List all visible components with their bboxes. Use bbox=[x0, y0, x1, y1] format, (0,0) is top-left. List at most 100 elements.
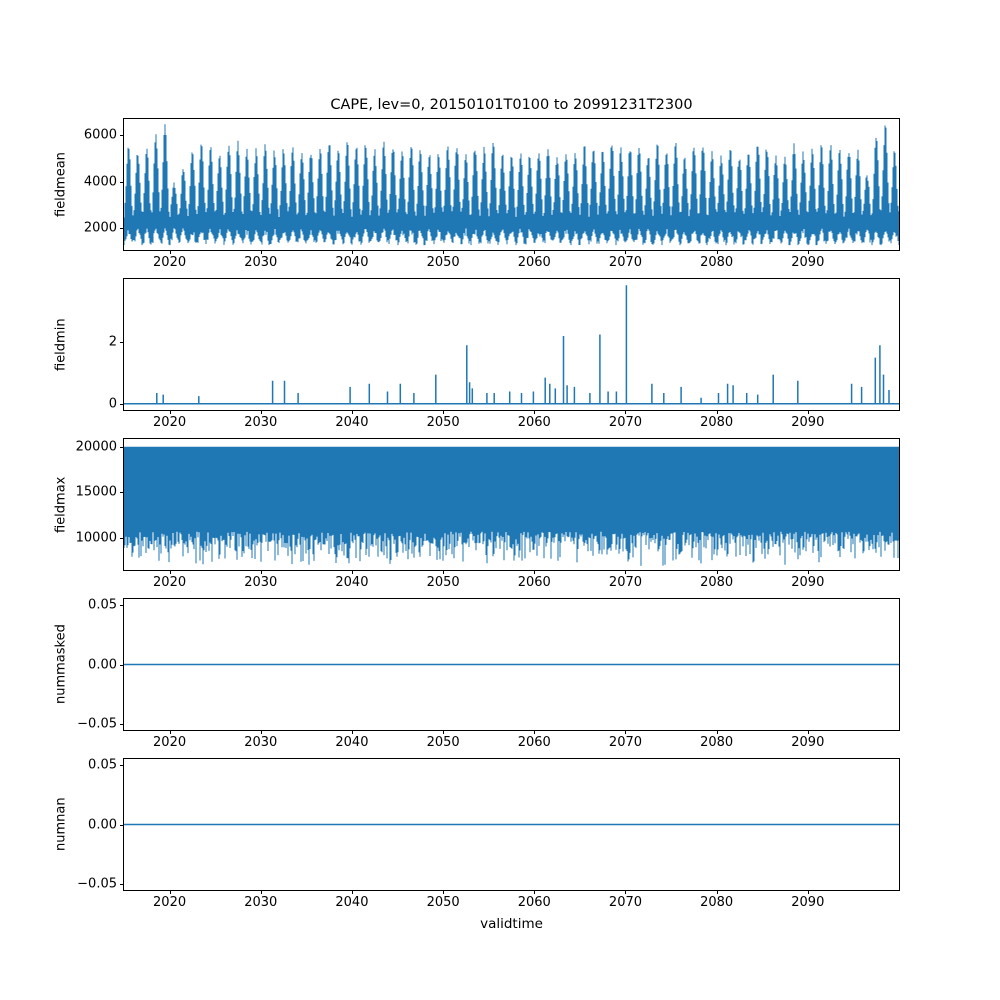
x-tick-label: 2030 bbox=[244, 735, 278, 750]
fieldmin-series-line bbox=[124, 285, 899, 405]
subplot-nummasked: nummasked 2020 2030 2040 2050 2060 2070 2080 20… bbox=[54, 598, 900, 750]
x-tick-label: 2090 bbox=[791, 255, 825, 270]
x-tick-mark bbox=[534, 250, 536, 254]
y-tick-mark bbox=[120, 664, 124, 666]
y-tick-label: −0.05 bbox=[77, 876, 117, 891]
x-tick-mark bbox=[534, 730, 536, 734]
y-axis-label-numnan: numnan bbox=[53, 797, 69, 852]
x-tick-mark bbox=[169, 570, 171, 574]
fieldmax-series-plot bbox=[124, 446, 899, 566]
y-tick-label: 0.00 bbox=[88, 657, 117, 672]
x-tick-label: 2030 bbox=[244, 255, 278, 270]
subplot-fieldmean: fieldmean 2020 2030 2040 2050 2060 2070 2080 20… bbox=[54, 118, 900, 270]
x-tick-label: 2020 bbox=[153, 735, 187, 750]
x-tick-label: 2090 bbox=[791, 895, 825, 910]
y-tick-mark bbox=[120, 538, 124, 540]
x-tick-label: 2040 bbox=[335, 575, 369, 590]
y-tick-label: 15000 bbox=[75, 484, 117, 500]
x-tick-label: 2040 bbox=[335, 255, 369, 270]
x-tick-mark bbox=[534, 410, 536, 414]
x-tick-label: 2020 bbox=[153, 575, 187, 590]
x-tick-label: 2030 bbox=[244, 575, 278, 590]
x-tick-mark bbox=[260, 250, 262, 254]
y-tick-label: 0 bbox=[108, 396, 117, 412]
x-tick-mark bbox=[443, 570, 445, 574]
y-tick-mark bbox=[120, 824, 124, 826]
x-tick-label: 2030 bbox=[244, 895, 278, 910]
x-tick-mark bbox=[625, 890, 627, 894]
y-tick-label: 2000 bbox=[83, 220, 117, 236]
x-tick-mark bbox=[169, 410, 171, 414]
y-tick-mark bbox=[120, 446, 124, 448]
x-axis-label: validtime bbox=[480, 916, 543, 932]
x-tick-mark bbox=[351, 570, 353, 574]
x-tick-mark bbox=[351, 250, 353, 254]
x-tick-label: 2090 bbox=[791, 575, 825, 590]
y-tick-label: 20000 bbox=[75, 439, 117, 455]
x-tick-label: 2090 bbox=[791, 415, 825, 430]
x-tick-mark bbox=[169, 730, 171, 734]
x-tick-label: 2080 bbox=[700, 575, 734, 590]
x-tick-label: 2050 bbox=[426, 415, 460, 430]
x-tick-label: 2020 bbox=[153, 415, 187, 430]
y-tick-mark bbox=[120, 135, 124, 137]
x-tick-mark bbox=[351, 730, 353, 734]
fieldmin-series-plot bbox=[124, 285, 899, 405]
fieldmean-series-plot bbox=[124, 124, 899, 246]
y-tick-mark bbox=[120, 492, 124, 494]
x-tick-mark bbox=[716, 250, 718, 254]
x-tick-label: 2060 bbox=[517, 735, 551, 750]
x-tick-mark bbox=[716, 890, 718, 894]
y-tick-mark bbox=[120, 765, 124, 767]
y-tick-mark bbox=[120, 605, 124, 607]
nummasked-series-plot bbox=[124, 663, 899, 666]
x-tick-mark bbox=[443, 890, 445, 894]
y-tick-label: 2 bbox=[108, 334, 117, 350]
y-tick-label: 4000 bbox=[83, 174, 117, 190]
x-tick-label: 2050 bbox=[426, 575, 460, 590]
y-axis-label-fieldmax: fieldmax bbox=[53, 476, 69, 533]
x-tick-label: 2070 bbox=[608, 415, 643, 430]
y-tick-mark bbox=[120, 181, 124, 183]
fieldmean-series-line bbox=[124, 124, 899, 246]
x-tick-mark bbox=[443, 250, 445, 254]
x-tick-mark bbox=[169, 250, 171, 254]
x-tick-label: 2020 bbox=[153, 895, 187, 910]
x-tick-label: 2060 bbox=[517, 255, 551, 270]
x-tick-label: 2080 bbox=[700, 895, 734, 910]
x-tick-label: 2080 bbox=[700, 735, 734, 750]
subplot-numnan: numnan 2020 2030 2040 2050 2060 2070 2080 2090 −… bbox=[54, 758, 900, 910]
y-tick-label: 0.05 bbox=[88, 597, 117, 613]
x-tick-label: 2060 bbox=[517, 575, 551, 590]
x-tick-label: 2040 bbox=[335, 895, 369, 910]
x-tick-mark bbox=[807, 250, 809, 254]
numnan-series-plot bbox=[124, 823, 899, 826]
x-tick-mark bbox=[443, 410, 445, 414]
y-tick-label: 10000 bbox=[75, 530, 117, 546]
x-tick-mark bbox=[807, 410, 809, 414]
x-tick-mark bbox=[716, 730, 718, 734]
x-tick-mark bbox=[260, 890, 262, 894]
subplot-fieldmin: fieldmin 2020 2030 2040 2050 2060 2070 2080 209… bbox=[54, 278, 900, 430]
x-tick-label: 2080 bbox=[700, 415, 734, 430]
x-tick-mark bbox=[625, 730, 627, 734]
x-tick-mark bbox=[260, 570, 262, 574]
x-tick-label: 2050 bbox=[426, 735, 460, 750]
x-tick-mark bbox=[807, 730, 809, 734]
x-tick-label: 2050 bbox=[426, 895, 460, 910]
x-tick-mark bbox=[807, 890, 809, 894]
x-tick-label: 2040 bbox=[335, 735, 369, 750]
y-axis-label-fieldmin: fieldmin bbox=[53, 318, 69, 371]
y-axis-label-nummasked: nummasked bbox=[53, 624, 69, 705]
x-tick-label: 2060 bbox=[517, 415, 551, 430]
x-tick-label: 2040 bbox=[335, 415, 369, 430]
x-tick-label: 2090 bbox=[791, 735, 825, 750]
x-tick-mark bbox=[716, 410, 718, 414]
x-tick-mark bbox=[169, 890, 171, 894]
x-tick-label: 2080 bbox=[700, 255, 734, 270]
y-tick-mark bbox=[120, 403, 124, 405]
x-tick-mark bbox=[351, 410, 353, 414]
fieldmax-series-line bbox=[124, 446, 899, 566]
x-tick-label: 2050 bbox=[426, 255, 460, 270]
y-tick-mark bbox=[120, 342, 124, 344]
